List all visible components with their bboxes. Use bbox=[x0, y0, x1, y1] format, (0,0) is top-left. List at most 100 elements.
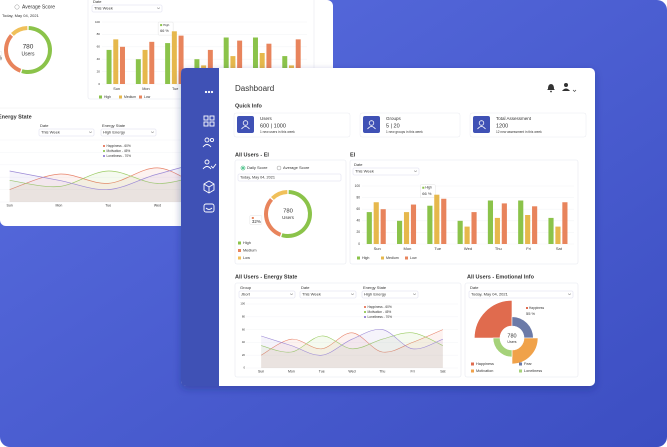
dropdown-caret bbox=[88, 131, 93, 134]
date-value: Today, May 04, 2021 bbox=[2, 13, 40, 18]
legend-swatch bbox=[99, 95, 102, 99]
bar bbox=[525, 215, 531, 244]
stat-icon-glyph bbox=[242, 120, 249, 126]
legend-swatch bbox=[364, 311, 366, 313]
x-tick-label: Mon bbox=[142, 87, 149, 91]
x-tick-label: Wed bbox=[348, 369, 355, 373]
radio[interactable] bbox=[14, 4, 20, 10]
dropdown-value: This Week bbox=[355, 169, 374, 174]
legend-swatch bbox=[103, 155, 105, 157]
legend-swatch bbox=[519, 362, 522, 366]
radio-label: Daily Score bbox=[247, 165, 268, 170]
bar bbox=[142, 49, 148, 84]
legend-label: Low bbox=[144, 95, 151, 99]
header-icons[interactable] bbox=[547, 83, 577, 93]
dropdown-value: High Energy bbox=[103, 130, 125, 135]
legend-swatch bbox=[103, 145, 105, 147]
x-tick-label: Tue bbox=[434, 246, 442, 251]
stat-note: 1 new users in this week bbox=[260, 130, 295, 134]
dropdown[interactable] bbox=[91, 4, 163, 13]
legend-swatch bbox=[381, 256, 384, 260]
donut-segment bbox=[11, 26, 28, 36]
radio-label: Average Score bbox=[283, 165, 310, 170]
dropdown[interactable] bbox=[100, 128, 157, 137]
center-value: 780 bbox=[283, 209, 294, 215]
dropdown-value: Jbort bbox=[241, 292, 251, 297]
legend-swatch bbox=[405, 256, 408, 260]
bar bbox=[149, 41, 155, 84]
bar bbox=[178, 35, 184, 84]
radio[interactable] bbox=[276, 165, 282, 171]
bar bbox=[165, 43, 171, 84]
x-tick-label: Wed bbox=[154, 203, 161, 207]
dropdown[interactable] bbox=[361, 290, 419, 299]
legend-label: Low bbox=[243, 256, 250, 260]
x-tick-label: Wed bbox=[464, 246, 472, 251]
dropdown[interactable] bbox=[38, 128, 95, 137]
x-tick-label: Tue bbox=[105, 203, 111, 207]
legend-label: High bbox=[362, 256, 369, 260]
dropdown-label: Date bbox=[301, 285, 310, 290]
bar bbox=[106, 49, 112, 84]
y-tick-label: 60 bbox=[242, 327, 246, 331]
y-tick-label: 80 bbox=[356, 195, 360, 199]
bar bbox=[464, 226, 470, 244]
legend-label: Low bbox=[410, 256, 417, 260]
dropdown[interactable] bbox=[468, 290, 574, 299]
bar bbox=[366, 212, 372, 244]
stat-icon bbox=[473, 116, 490, 133]
stat-card bbox=[469, 112, 587, 138]
polar-hole bbox=[501, 327, 523, 349]
y-tick-label: 40 bbox=[356, 219, 360, 223]
sidebar-icons[interactable] bbox=[202, 90, 217, 213]
bar bbox=[501, 203, 507, 244]
line-area bbox=[261, 332, 443, 368]
dropdown[interactable] bbox=[237, 173, 342, 182]
dropdown-value: This Week bbox=[41, 130, 60, 135]
legend-label: Happiness - 60% bbox=[368, 305, 392, 309]
y-tick-label: 60 bbox=[356, 207, 360, 211]
bar bbox=[295, 39, 301, 84]
donut-segment bbox=[271, 190, 288, 200]
dropdown-label: Date bbox=[470, 285, 479, 290]
legend-swatch bbox=[357, 256, 360, 260]
legend-swatch bbox=[238, 256, 241, 260]
legend-label: Motivation bbox=[476, 369, 493, 373]
y-tick-label: 80 bbox=[97, 32, 101, 36]
dropdown-label: Date bbox=[354, 162, 363, 167]
section-title: Quick Info bbox=[235, 103, 263, 109]
bar bbox=[113, 39, 119, 84]
tooltip-swatch bbox=[160, 24, 163, 27]
tooltip-name: High bbox=[163, 23, 170, 27]
callout-value: 55 % bbox=[526, 311, 536, 316]
bar bbox=[487, 200, 494, 244]
dropdown[interactable] bbox=[352, 167, 420, 176]
bar bbox=[532, 206, 538, 244]
y-tick-label: 40 bbox=[242, 340, 246, 344]
bar bbox=[434, 194, 440, 244]
dropdown-label: Energy State bbox=[102, 123, 126, 128]
legend-label: Motivation - 45% bbox=[107, 149, 131, 153]
stat-note: 12 new assessment in this week bbox=[496, 130, 542, 134]
y-tick-label: 100 bbox=[355, 184, 361, 188]
legend-label: Happiness bbox=[476, 362, 494, 366]
callout-swatch bbox=[251, 216, 254, 219]
line bbox=[261, 329, 443, 356]
bar bbox=[397, 220, 403, 244]
y-tick-label: 100 bbox=[240, 302, 245, 306]
bar bbox=[266, 43, 272, 84]
stat-icon-glyph bbox=[367, 126, 376, 130]
radio-dot bbox=[242, 167, 244, 169]
x-tick-label: Sun bbox=[374, 246, 381, 251]
x-tick-label: Sun bbox=[258, 369, 264, 373]
section-title: All Users - Energy State bbox=[235, 274, 297, 280]
legend-label: Loneliness bbox=[524, 369, 542, 373]
dropdown[interactable] bbox=[299, 290, 357, 299]
bar bbox=[223, 37, 229, 84]
dropdown[interactable] bbox=[238, 290, 296, 299]
callout-swatch bbox=[526, 307, 528, 309]
stat-icon-glyph bbox=[477, 126, 486, 130]
legend-label: High bbox=[243, 241, 251, 245]
x-tick-label: Sat bbox=[556, 246, 563, 251]
date-value: Today, May 04, 2021 bbox=[240, 176, 275, 180]
